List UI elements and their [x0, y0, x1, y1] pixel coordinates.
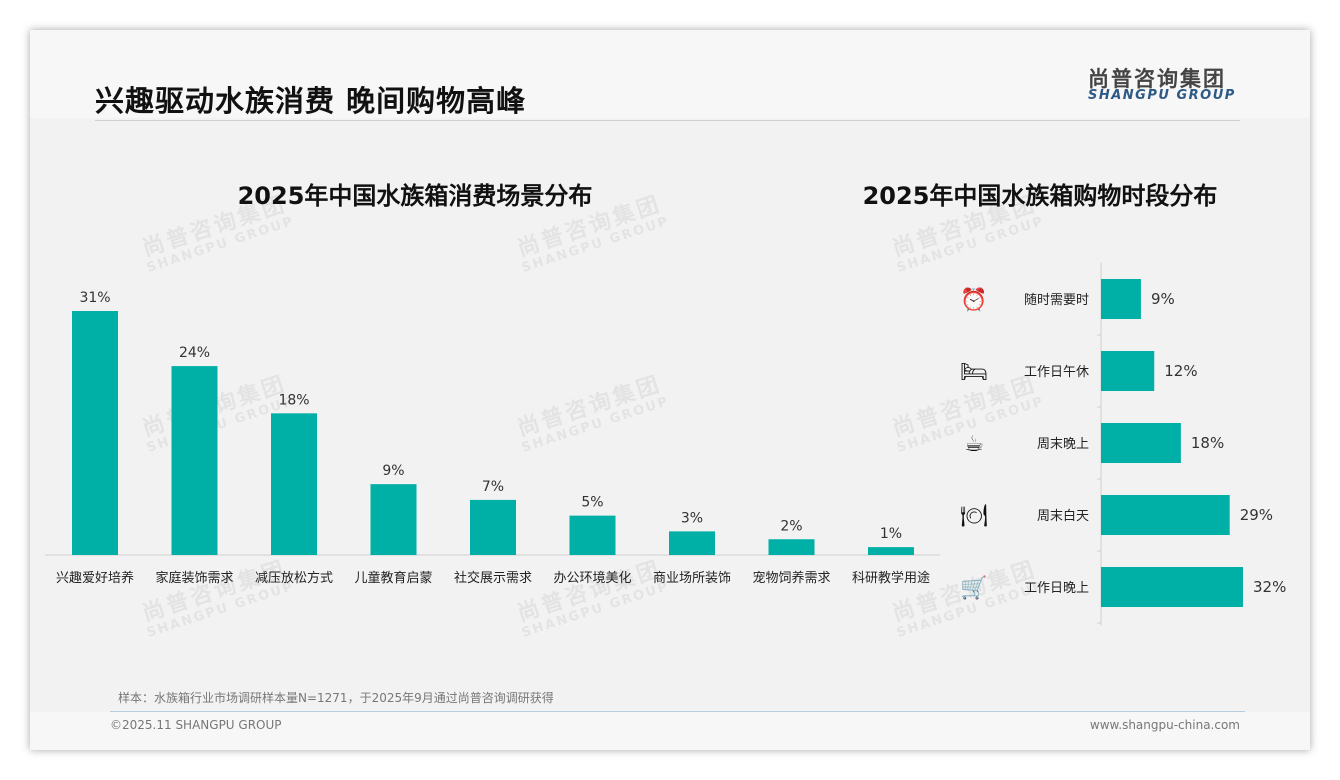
- footer-divider: [110, 711, 1245, 712]
- bar: [1101, 567, 1243, 607]
- x-tick-label: 家庭装饰需求: [155, 570, 233, 586]
- y-tick-label: 随时需要时: [1024, 293, 1089, 308]
- header-divider: [95, 120, 1240, 121]
- copyright: ©2025.11 SHANGPU GROUP: [110, 718, 282, 732]
- data-label: 9%: [1151, 290, 1175, 308]
- header-band: [30, 30, 1310, 118]
- bar: [1101, 495, 1230, 535]
- chart-title-timeslots: 2025年中国水族箱购物时段分布: [862, 182, 1218, 210]
- slide: 尚普咨询集团 SHANGPU GROUP 尚普咨询集团 SHANGPU GROUP 尚普…: [30, 30, 1310, 750]
- data-label: 32%: [1253, 578, 1286, 596]
- y-tick-label: 工作日晚上: [1024, 581, 1089, 596]
- alarm-clock-icon: ⏰: [960, 286, 987, 313]
- x-tick-label: 宠物饲养需求: [752, 570, 830, 586]
- bar: [768, 539, 815, 555]
- data-label: 18%: [278, 392, 309, 408]
- x-tick-label: 兴趣爱好培养: [56, 570, 134, 586]
- x-tick-label: 社交展示需求: [454, 570, 532, 586]
- bar: [669, 531, 715, 555]
- bar: [370, 484, 417, 555]
- y-tick-label: 工作日午休: [1024, 365, 1089, 380]
- data-label: 31%: [79, 290, 110, 306]
- data-label: 24%: [179, 345, 210, 361]
- bar: [1101, 351, 1155, 391]
- data-label: 2%: [780, 518, 802, 534]
- bar: [569, 515, 616, 555]
- bar: [1101, 423, 1181, 463]
- plate-cutlery-icon: 🍽: [960, 504, 988, 529]
- y-tick-label: 周末白天: [1037, 508, 1089, 524]
- bar: [171, 366, 218, 555]
- website-link[interactable]: www.shangpu-china.com: [1089, 718, 1240, 732]
- page-title: 兴趣驱动水族消费 晚间购物高峰: [95, 84, 527, 118]
- bed-icon: 🛏: [960, 360, 988, 385]
- data-label: 18%: [1191, 434, 1224, 452]
- logo-en: SHANGPU GROUP: [1088, 88, 1236, 103]
- bar: [72, 311, 118, 555]
- data-label: 5%: [581, 495, 603, 511]
- data-label: 12%: [1164, 362, 1197, 380]
- x-tick-label: 科研教学用途: [852, 570, 930, 586]
- x-tick-label: 减压放松方式: [255, 570, 333, 586]
- data-label: 1%: [880, 526, 902, 542]
- bar: [470, 499, 516, 555]
- chart-scenes: 31% 兴趣爱好培养 24% 家庭装饰需求 18% 减压放松方式 9% 儿童教育启蒙 7% 社交展…: [45, 263, 1286, 625]
- bar: [271, 413, 317, 555]
- chart-title-scenes: 2025年中国水族箱消费场景分布: [237, 182, 593, 210]
- footer-band: [30, 712, 1310, 750]
- shopping-cart-icon: 🛒: [960, 575, 987, 601]
- data-label: 7%: [482, 479, 504, 495]
- x-tick-label: 办公环境美化: [553, 571, 631, 586]
- coffee-mug-icon: ☕: [964, 432, 984, 457]
- data-label: 29%: [1240, 506, 1273, 524]
- y-tick-label: 周末晚上: [1037, 437, 1089, 452]
- data-label: 9%: [382, 463, 404, 479]
- sample-note: 样本：水族箱行业市场调研样本量N=1271，于2025年9月通过尚普咨询调研获得: [118, 691, 554, 705]
- x-tick-label: 儿童教育启蒙: [354, 570, 432, 586]
- bar: [1101, 279, 1141, 319]
- x-tick-label: 商业场所装饰: [653, 571, 731, 586]
- bar: [868, 547, 914, 555]
- logo-cn: 尚普咨询集团: [1088, 67, 1226, 91]
- data-label: 3%: [681, 510, 703, 526]
